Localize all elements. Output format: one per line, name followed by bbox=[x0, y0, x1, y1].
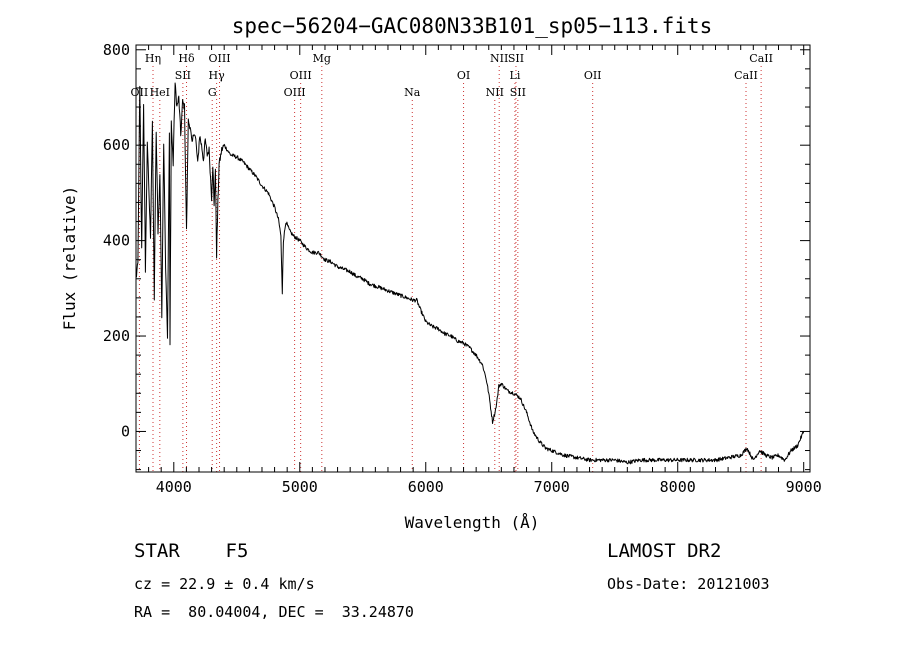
line-marker-label: Mg bbox=[313, 52, 331, 65]
line-marker-label: SII bbox=[175, 69, 191, 82]
line-marker-label: Hδ bbox=[178, 52, 195, 65]
line-marker-label: NII bbox=[490, 52, 508, 65]
line-marker-label: CaII bbox=[749, 52, 773, 65]
x-tick-label: 6000 bbox=[408, 478, 444, 496]
y-tick-label: 400 bbox=[103, 232, 130, 250]
observation-date-label: Obs-Date: 20121003 bbox=[607, 575, 770, 593]
line-marker-label: G bbox=[208, 86, 217, 99]
line-marker-label: Hη bbox=[145, 52, 161, 65]
line-marker-label: OI bbox=[457, 69, 470, 82]
chart-title: spec−56204−GAC080N33B101_sp05−113.fits bbox=[232, 14, 712, 38]
y-tick-label: 200 bbox=[103, 327, 130, 345]
x-tick-label: 8000 bbox=[660, 478, 696, 496]
line-marker-label: OIII bbox=[208, 52, 230, 65]
x-tick-label: 4000 bbox=[156, 478, 192, 496]
object-class-label: STAR F5 bbox=[134, 540, 249, 562]
spectrum-series bbox=[135, 82, 805, 465]
spectrum-line bbox=[135, 82, 805, 465]
line-marker-label: Na bbox=[404, 86, 421, 99]
coordinates-label: RA = 80.04004, DEC = 33.24870 bbox=[134, 603, 414, 621]
line-marker-label: OII bbox=[584, 69, 602, 82]
x-axis-label: Wavelength (Å) bbox=[405, 513, 540, 532]
survey-label: LAMOST DR2 bbox=[607, 540, 722, 562]
line-marker-label: Hγ bbox=[209, 69, 226, 82]
line-marker-label: NII bbox=[486, 86, 504, 99]
line-marker-label: OIII bbox=[290, 69, 312, 82]
y-tick-label: 800 bbox=[103, 41, 130, 59]
line-marker-label: HeI bbox=[150, 86, 170, 99]
x-tick-label: 5000 bbox=[282, 478, 318, 496]
line-marker-label: Li bbox=[510, 69, 521, 82]
y-tick-label: 0 bbox=[121, 422, 130, 440]
y-axis-label: Flux (relative) bbox=[60, 186, 79, 331]
plot-frame bbox=[135, 44, 811, 473]
x-tick-label: 7000 bbox=[534, 478, 570, 496]
x-tick-label: 9000 bbox=[786, 478, 822, 496]
axes: 4000 5000 6000 7000 8000 9000 0 200 400 600 800 bbox=[103, 41, 822, 496]
line-marker-label: CaII bbox=[734, 69, 758, 82]
line-marker-label: OIII bbox=[284, 86, 306, 99]
redshift-label: cz = 22.9 ± 0.4 km/s bbox=[134, 575, 315, 593]
y-tick-label: 600 bbox=[103, 136, 130, 154]
line-marker-label: SII bbox=[508, 52, 524, 65]
line-marker-label: SII bbox=[510, 86, 526, 99]
